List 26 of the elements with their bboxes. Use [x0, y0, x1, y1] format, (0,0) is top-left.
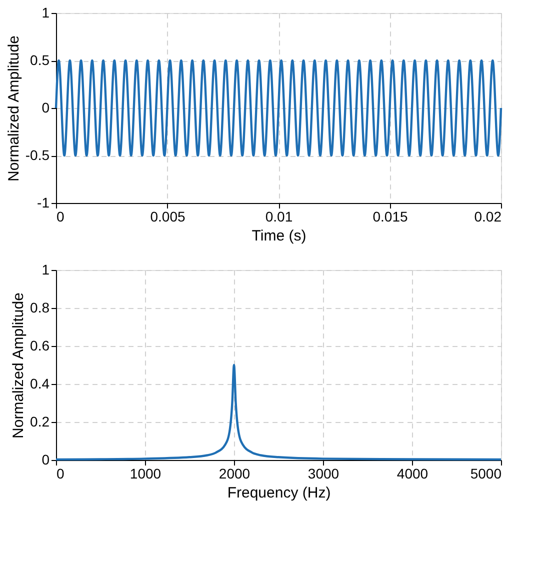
y-tick-label: 0	[42, 100, 50, 116]
x-tick-label: 5000	[470, 466, 502, 482]
x-axis-title: Frequency (Hz)	[227, 484, 331, 502]
y-tick-label: 0.8	[30, 300, 50, 316]
y-tick-label: 0.2	[30, 414, 50, 430]
x-tick-label: 3000	[308, 466, 340, 482]
y-tick-label: 0.4	[30, 376, 50, 392]
x-tick-label: 1000	[130, 466, 162, 482]
x-tick-label: 0.005	[150, 208, 186, 224]
x-axis-title: Time (s)	[252, 228, 306, 244]
y-axis-title: Normalized Amplitude	[10, 292, 28, 438]
y-tick-label: -0.5	[25, 147, 50, 163]
y-axis-title: Normalized Amplitude	[5, 36, 22, 182]
y-tick-label: 0	[42, 452, 50, 468]
x-tick-label: 2000	[218, 466, 250, 482]
x-tick-label: 0	[56, 466, 64, 482]
y-tick-label: 1	[42, 262, 50, 278]
x-tick-label: 0.01	[265, 208, 293, 224]
y-tick-label: -1	[37, 194, 50, 210]
x-tick-label: 0.015	[372, 208, 408, 224]
x-tick-label: 4000	[396, 466, 428, 482]
y-tick-label: 0.6	[30, 338, 50, 354]
x-tick-label: 0.02	[474, 208, 502, 224]
y-tick-label: 1	[42, 4, 50, 20]
x-tick-label: 0	[56, 208, 64, 224]
y-tick-label: 0.5	[30, 52, 50, 68]
